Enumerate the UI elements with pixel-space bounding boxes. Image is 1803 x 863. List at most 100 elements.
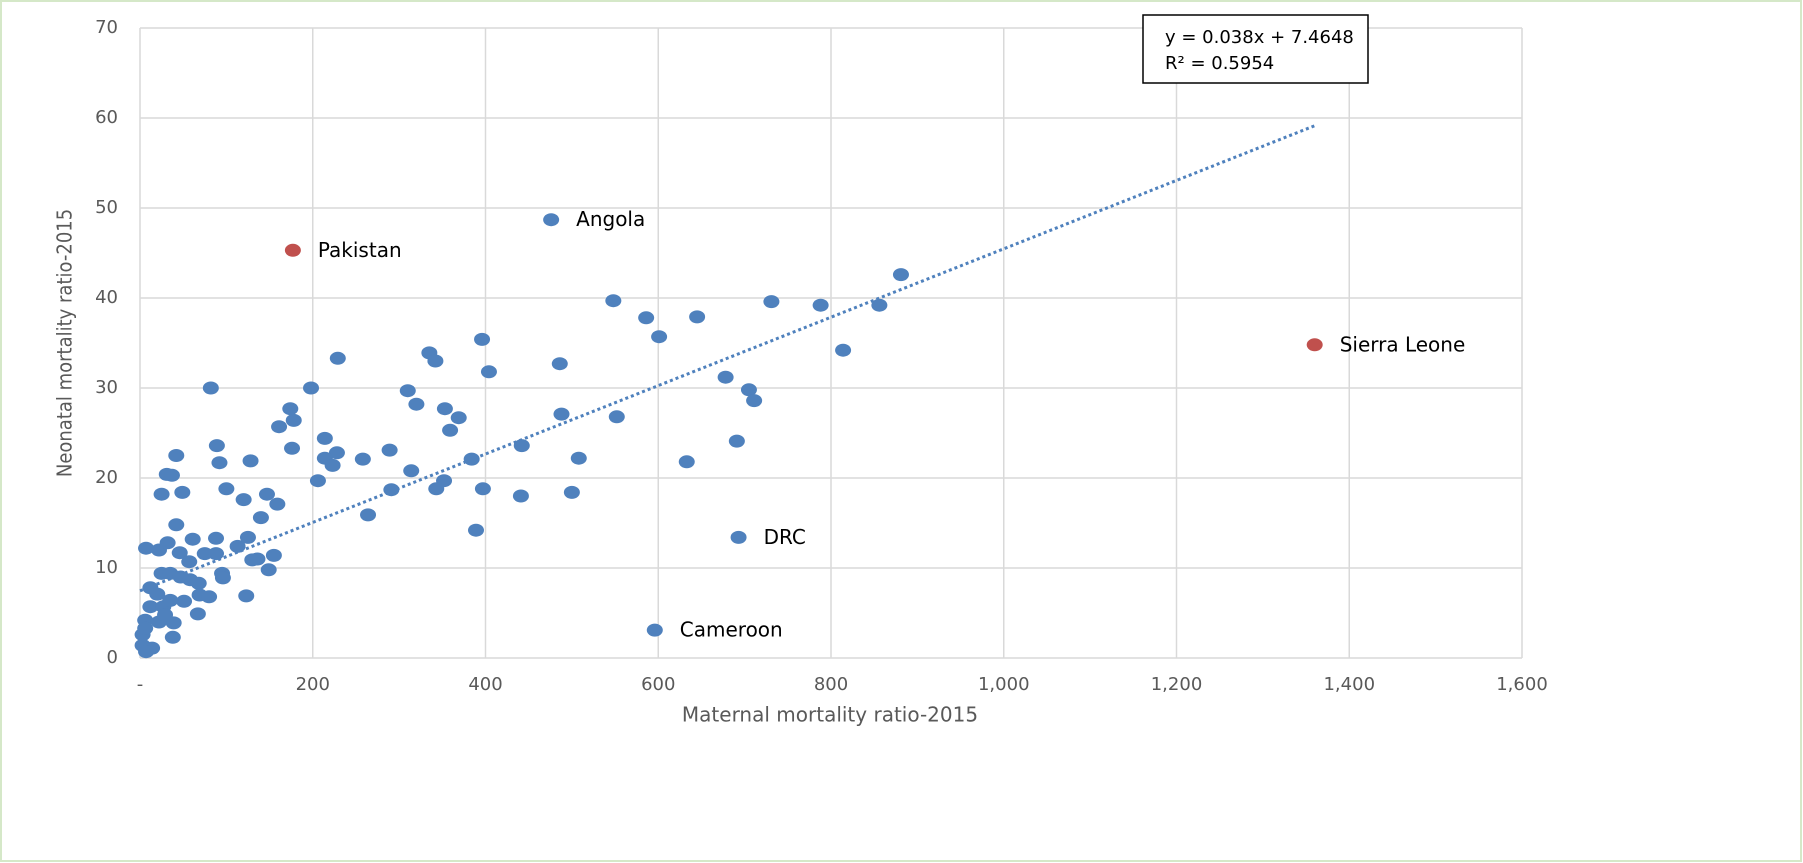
data-point [329,351,346,365]
data-point [450,411,467,425]
x-tick-label: 1,000 [978,674,1030,695]
data-point [149,587,166,601]
data-point [1306,338,1323,352]
x-tick-label: 600 [641,674,675,695]
data-point [746,394,763,408]
data-point [381,443,398,457]
data-point [211,456,228,470]
data-point [265,548,282,562]
data-point [480,365,497,379]
data-point [164,630,181,644]
data-point [646,623,663,637]
data-point [168,449,185,462]
marks: Angola DRC Cameroon Pakistan Sierra Leone [134,124,1466,659]
data-point [138,645,155,659]
data-point [324,458,341,472]
data-point [467,523,484,537]
x-tick-label: 1,600 [1496,674,1548,695]
data-point [142,600,159,614]
trend-equation: y = 0.038x + 7.4648 [1165,27,1354,48]
x-axis-title: Maternal mortality ratio-2015 [682,703,978,727]
y-tick-label: 40 [95,287,118,308]
data-point [271,420,288,434]
data-point [436,402,453,416]
y-tick-label: 70 [95,17,118,38]
data-point [190,576,207,590]
data-point [235,493,252,507]
data-point [258,487,275,501]
data-point [512,489,529,503]
trend-r-squared: R² = 0.5954 [1165,53,1274,74]
data-point [202,381,219,395]
data-point [208,547,225,561]
data-point [309,474,326,488]
y-tick-label: 20 [95,467,118,488]
data-point [678,455,695,469]
x-tick-label: 200 [296,674,330,695]
data-point [153,487,170,501]
x-tick-label: - [137,674,144,695]
point-label: Sierra Leone [1340,332,1466,356]
data-point [316,431,333,445]
data-point [513,439,530,453]
y-tick-label: 50 [95,197,118,218]
data-point [428,482,445,496]
y-tick-label: 60 [95,107,118,128]
data-point [218,482,235,496]
data-point [171,546,188,560]
data-point [553,407,570,421]
data-point [174,485,191,499]
point-label: Angola [576,207,645,231]
data-point [730,530,747,544]
data-point [214,571,231,585]
data-point [689,310,706,324]
data-point [285,413,302,427]
point-label: Cameroon [680,618,783,642]
data-point [163,468,180,482]
data-point [474,482,491,496]
data-point [138,541,155,555]
data-point [740,383,757,397]
data-point [159,536,176,550]
trendline [139,124,1316,593]
data-point [605,294,622,308]
data-point [157,608,174,622]
data-point [201,590,218,604]
data-point [835,343,852,357]
data-point [638,311,655,325]
x-tick-label: 800 [814,674,848,695]
data-point [238,589,255,603]
data-point [543,213,560,227]
data-point [328,446,345,460]
data-point [181,555,198,569]
data-point [651,330,668,344]
data-point [252,511,269,525]
data-point [137,621,154,635]
data-point [551,357,568,371]
data-point [427,354,444,368]
data-point [196,547,213,561]
data-point [383,483,400,497]
point-label: Pakistan [318,238,402,262]
x-tick-label: 1,400 [1323,674,1375,695]
data-point [269,497,286,511]
data-point [360,508,377,522]
data-point [162,593,179,607]
data-point [354,452,371,466]
x-tick-label: 1,200 [1151,674,1203,695]
data-point [812,298,829,312]
y-tick-label: 10 [95,557,118,578]
data-point [463,452,480,466]
data-point [442,423,459,437]
data-point [399,384,416,398]
data-point [608,410,625,424]
data-point [403,464,420,478]
data-point [244,553,261,567]
data-point [229,539,246,553]
data-point [168,518,185,532]
data-point [242,454,259,468]
data-point [563,485,580,499]
y-axis-title: Neonatal mortality ratio-2015 [53,209,77,477]
